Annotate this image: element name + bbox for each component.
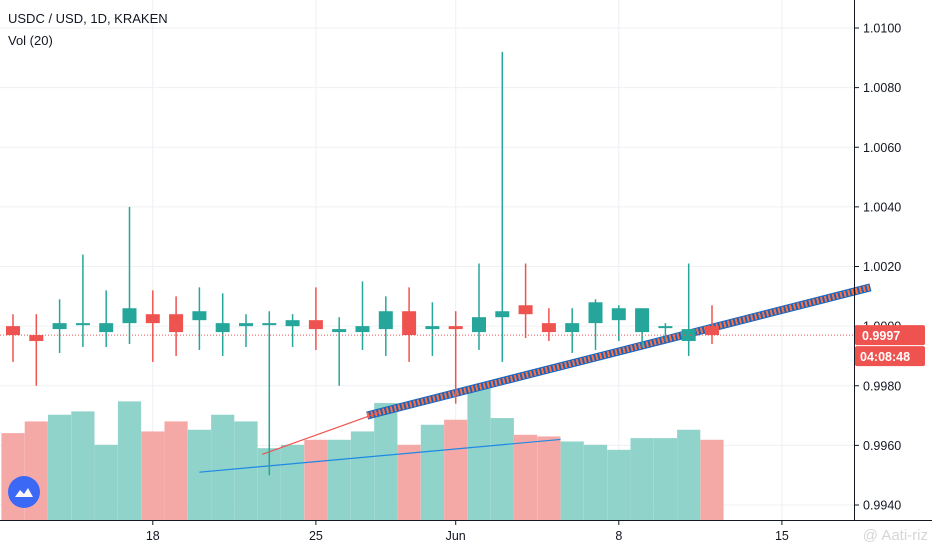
- candle-body: [192, 311, 207, 321]
- last-price-tag-bg: [855, 325, 925, 346]
- author-watermark: @ Aati-riz: [862, 527, 928, 544]
- volume-bar: [560, 441, 584, 520]
- y-tick-label: 1.0060: [863, 141, 901, 155]
- candle-body: [239, 323, 253, 327]
- candle-body: [518, 305, 533, 315]
- candle-body: [681, 329, 696, 342]
- candle-body: [262, 323, 277, 326]
- candle-body: [29, 335, 44, 342]
- last-price-value: 0.9997: [862, 329, 900, 343]
- cloud-icon: [15, 488, 33, 497]
- candle-body: [169, 314, 184, 333]
- volume-bars: [1, 388, 724, 520]
- y-tick-label: 1.0080: [863, 81, 901, 95]
- volume-bar: [211, 414, 235, 520]
- volume-bar: [281, 444, 305, 520]
- volume-bar: [490, 418, 514, 520]
- candle-body: [472, 317, 486, 333]
- y-tick-label: 0.9940: [863, 499, 901, 513]
- x-tick-label: 18: [146, 529, 160, 543]
- y-tick-label: 1.0100: [863, 22, 901, 36]
- candle-body: [99, 323, 114, 333]
- volume-bar: [630, 438, 654, 520]
- volume-bar: [467, 388, 491, 520]
- volume-bar: [117, 401, 142, 520]
- volume-bar: [420, 424, 444, 520]
- volume-bar: [677, 429, 701, 520]
- candle-body: [611, 308, 626, 321]
- candle-body: [565, 323, 580, 333]
- volume-bar: [583, 444, 608, 520]
- volume-bar: [607, 449, 631, 520]
- y-tick-label: 1.0040: [863, 200, 901, 214]
- volume-bar: [304, 439, 328, 520]
- x-tick-label: 15: [775, 529, 789, 543]
- candle-body: [658, 326, 673, 329]
- y-tick-label: 0.9960: [863, 439, 901, 453]
- volume-bar: [94, 444, 118, 520]
- trend-channel-fill: [366, 284, 872, 419]
- volume-indicator-label[interactable]: Vol (20): [8, 33, 53, 48]
- candle-body: [355, 326, 370, 333]
- candle-body: [588, 302, 603, 324]
- volume-bar: [653, 438, 677, 520]
- volume-bar: [514, 434, 538, 520]
- volume-bar: [700, 439, 724, 520]
- x-tick-label: 25: [309, 529, 323, 543]
- chart-legend: USDC / USD, 1D, KRAKEN Vol (20): [8, 8, 168, 52]
- candle-body: [541, 323, 556, 333]
- volume-bar: [327, 439, 351, 520]
- candle-body: [75, 323, 90, 326]
- candle-body: [145, 314, 160, 324]
- volume-bar: [48, 414, 72, 520]
- volume-bar: [374, 403, 398, 520]
- candle-body: [495, 311, 510, 318]
- symbol-title[interactable]: USDC / USD, 1D, KRAKEN: [8, 11, 168, 26]
- candle-body: [402, 311, 417, 336]
- trendlines: [199, 283, 872, 473]
- x-tick-label: 8: [615, 529, 622, 543]
- trendline: [262, 412, 380, 455]
- x-tick-label: Jun: [446, 529, 466, 543]
- volume-bar: [141, 431, 165, 520]
- countdown-tag-bg: [855, 346, 925, 367]
- trendline: [199, 438, 561, 473]
- candle-body: [52, 323, 67, 330]
- y-tick-label: 0.9980: [863, 379, 901, 393]
- last-price-tag: 0.9997 04:08:48: [855, 325, 925, 367]
- y-tick-label: 1.0020: [863, 260, 901, 274]
- volume-bar: [234, 421, 258, 520]
- candle-body: [122, 308, 137, 324]
- volume-bar: [397, 444, 421, 520]
- candle-body: [308, 320, 323, 330]
- candles: [6, 51, 719, 476]
- volume-bar: [187, 429, 211, 520]
- bar-countdown: 04:08:48: [860, 350, 910, 364]
- candle-body: [285, 320, 300, 327]
- candle-body: [448, 326, 463, 330]
- volume-bar: [164, 421, 188, 520]
- candle-body: [6, 326, 20, 336]
- candle-body: [635, 308, 650, 333]
- candle-body: [332, 329, 347, 333]
- tradingview-logo-icon[interactable]: [8, 476, 40, 508]
- candle-body: [378, 311, 393, 330]
- volume-bar: [444, 419, 468, 520]
- volume-bar: [537, 436, 561, 520]
- candle-body: [215, 323, 230, 333]
- volume-bar: [71, 411, 95, 520]
- candle-body: [705, 326, 719, 336]
- volume-bar: [350, 431, 375, 520]
- candle-body: [425, 326, 440, 330]
